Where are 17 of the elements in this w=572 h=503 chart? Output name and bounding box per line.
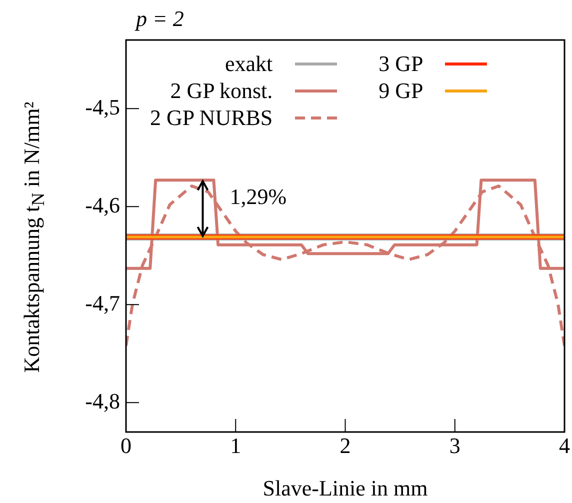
x-tick-label: 1 [230, 432, 242, 458]
y-tick-label: -4,7 [85, 290, 120, 316]
legend-label: 2 GP konst. [170, 77, 273, 104]
legend-label: 3 GP [378, 50, 424, 77]
y-tick-label: -4,5 [85, 94, 120, 120]
y-tick-label: -4,6 [85, 192, 120, 218]
chart-title: p = 2 [136, 6, 184, 32]
legend-label: exakt [225, 50, 273, 77]
x-tick-label: 0 [120, 432, 132, 458]
x-tick-label: 3 [449, 432, 460, 458]
legend-label: 9 GP [378, 77, 424, 104]
x-axis-title: Slave-Linie in mm [262, 476, 428, 501]
x-tick-label: 4 [559, 432, 570, 458]
y-tick-label: -4,8 [85, 388, 120, 414]
annotation: 1,29% [230, 184, 287, 209]
legend-label: 2 GP NURBS [150, 104, 273, 131]
x-tick-label: 2 [340, 432, 351, 458]
